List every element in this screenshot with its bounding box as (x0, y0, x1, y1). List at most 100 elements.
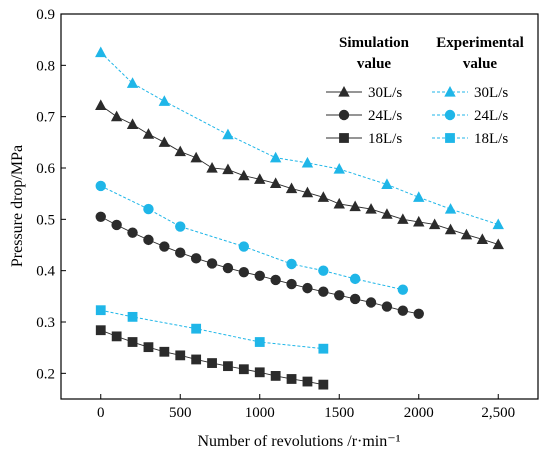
data-point-simulation-triangle (190, 151, 202, 163)
series-markers (95, 46, 504, 390)
data-point-experimental-square (254, 337, 265, 347)
data-point-simulation-circle (397, 305, 409, 316)
data-point-experimental-square (191, 323, 202, 334)
data-point-simulation-square (127, 337, 138, 347)
data-point-simulation-circle (254, 270, 265, 281)
data-point-simulation-triangle (365, 203, 377, 214)
legend-items: 30L/s 24L/s 18L/s 30L/s 24L/s 18L/s (326, 85, 508, 147)
data-point-simulation-circle (111, 219, 122, 231)
y-axis-title: Pressure drop/MPa (9, 145, 26, 267)
data-point-simulation-circle (95, 211, 106, 222)
x-tick-label: 2000 (404, 405, 434, 421)
x-tick-label: 0 (97, 405, 105, 421)
legend-header-experimental-2: value (463, 56, 498, 72)
data-point-experimental-circle (397, 284, 409, 295)
legend-label-simulation-circle: 24L/s (368, 108, 402, 124)
legend-marker-experimental-square (445, 133, 455, 143)
y-tick-label: 0.5 (36, 212, 55, 228)
data-point-simulation-triangle (476, 233, 489, 244)
y-tick-label: 0.3 (36, 315, 55, 331)
data-point-simulation-circle (302, 282, 313, 294)
data-point-simulation-triangle (444, 223, 457, 235)
legend-header-experimental-1: Experimental (436, 35, 524, 51)
data-point-experimental-triangle (444, 203, 457, 214)
legend-marker-experimental-circle (444, 109, 456, 121)
data-point-simulation-triangle (333, 197, 345, 209)
data-point-simulation-square (95, 325, 106, 336)
x-tick-label: 1500 (324, 405, 354, 421)
data-point-experimental-triangle (333, 163, 345, 174)
data-point-simulation-triangle (174, 145, 186, 157)
data-point-experimental-triangle (269, 151, 282, 163)
data-point-experimental-triangle (492, 218, 504, 230)
data-point-simulation-triangle (126, 118, 139, 129)
legend-marker-simulation-square (339, 133, 349, 143)
data-point-experimental-circle (143, 203, 154, 215)
data-point-simulation-square (111, 331, 122, 342)
data-point-simulation-triangle (142, 128, 155, 139)
data-point-simulation-triangle (349, 200, 361, 212)
data-point-simulation-square (286, 374, 297, 384)
legend-label-experimental-square: 18L/s (474, 131, 508, 147)
data-point-simulation-triangle (381, 208, 393, 219)
y-tick-label: 0.7 (36, 110, 55, 126)
series-line-simulation-0 (100, 105, 499, 245)
data-point-simulation-triangle (413, 215, 425, 227)
data-point-experimental-triangle (413, 191, 425, 202)
plot-area (60, 13, 539, 400)
x-tick-label: 500 (169, 405, 192, 421)
series-lines (100, 52, 499, 386)
data-point-experimental-triangle (95, 46, 107, 58)
data-point-experimental-triangle (381, 178, 393, 190)
x-tick-label: 2,500 (481, 405, 515, 421)
data-point-simulation-square (238, 364, 249, 375)
data-point-simulation-circle (413, 308, 424, 319)
y-tick-label: 0.8 (36, 58, 55, 74)
data-point-simulation-square (207, 358, 217, 368)
data-point-simulation-triangle (254, 173, 266, 184)
data-point-simulation-square (159, 346, 170, 357)
data-point-simulation-triangle (222, 163, 234, 175)
data-point-simulation-triangle (492, 238, 504, 250)
data-point-simulation-square (175, 350, 186, 361)
data-point-simulation-square (223, 361, 233, 372)
data-point-simulation-triangle (317, 191, 330, 202)
data-point-simulation-circle (270, 274, 281, 286)
data-point-simulation-square (254, 367, 265, 378)
data-point-simulation-circle (381, 301, 393, 312)
legend-label-simulation-square: 18L/s (368, 131, 402, 147)
axis-ticks: 0 500 1000 1500 2000 2,500 0.2 0.3 0.4 0.5 0.6 0.7 0… (36, 7, 515, 421)
data-point-experimental-triangle (126, 77, 139, 88)
y-tick-label: 0.4 (36, 264, 55, 280)
legend-label-simulation-triangle: 30L/s (368, 85, 402, 101)
data-point-simulation-circle (222, 262, 234, 274)
data-point-simulation-circle (318, 286, 329, 297)
data-point-simulation-circle (190, 253, 202, 264)
data-point-experimental-circle (286, 258, 297, 270)
data-point-simulation-square (270, 371, 281, 381)
legend-marker-experimental-triangle (444, 86, 456, 97)
data-point-simulation-square (302, 376, 313, 387)
data-point-experimental-square (127, 311, 138, 322)
data-point-simulation-triangle (110, 110, 123, 122)
data-point-simulation-circle (175, 247, 186, 258)
legend-header-simulation-2: value (357, 56, 392, 72)
data-point-experimental-triangle (301, 156, 314, 168)
data-point-simulation-circle (349, 293, 361, 305)
data-point-simulation-circle (365, 297, 377, 308)
data-point-simulation-triangle (206, 162, 218, 173)
data-point-simulation-circle (143, 234, 154, 246)
legend: Simulation value Experimental value 30L/… (326, 35, 524, 147)
data-point-simulation-circle (206, 258, 218, 269)
data-point-simulation-square (143, 342, 154, 353)
data-point-simulation-square (191, 354, 202, 365)
data-point-simulation-triangle (158, 136, 171, 147)
data-point-simulation-triangle (301, 186, 314, 198)
data-point-simulation-circle (127, 227, 138, 238)
data-point-simulation-triangle (95, 99, 107, 110)
y-tick-label: 0.6 (36, 161, 55, 177)
data-point-simulation-circle (286, 278, 297, 290)
data-point-experimental-circle (349, 273, 361, 285)
data-point-simulation-circle (334, 290, 345, 301)
